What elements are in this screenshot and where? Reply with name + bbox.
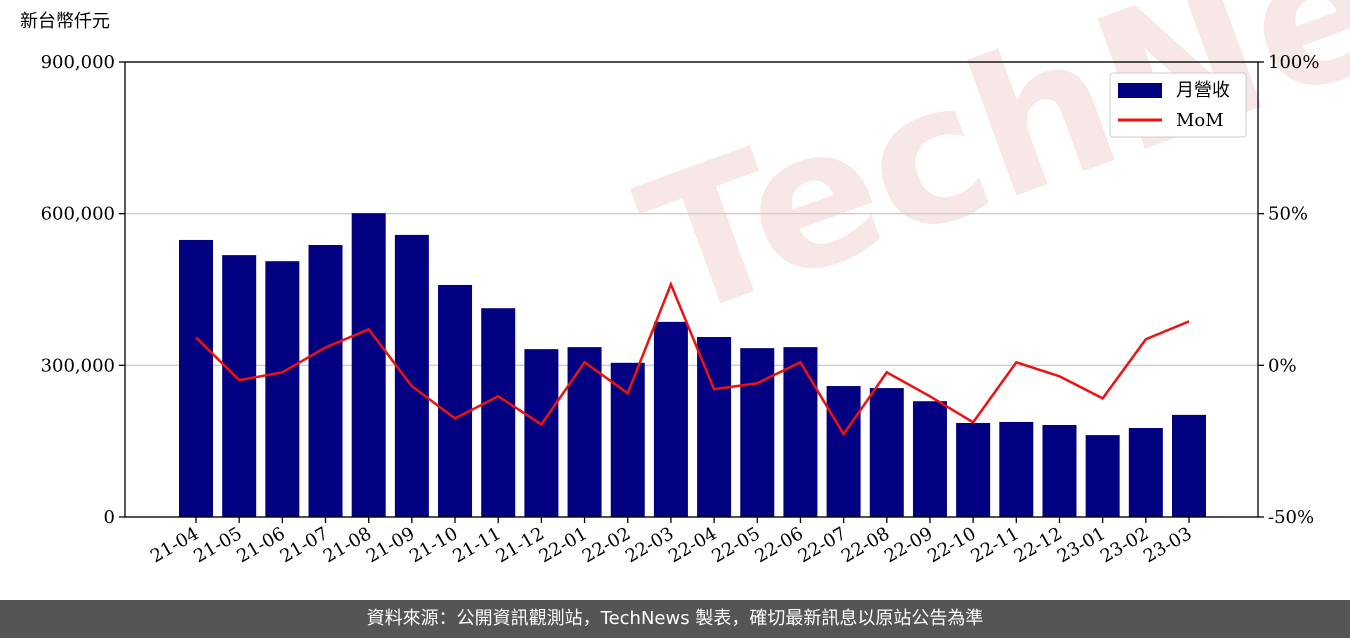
- bar: [1042, 424, 1077, 517]
- bar: [524, 349, 559, 517]
- x-tick-label: 22-02: [579, 523, 634, 567]
- y-tick-label: 600,000: [41, 204, 115, 225]
- x-tick-label: 22-05: [708, 523, 763, 567]
- bar: [999, 421, 1034, 517]
- bar: [740, 348, 775, 517]
- x-tick-label: 21-05: [190, 523, 245, 567]
- bar: [869, 388, 904, 517]
- y-tick-label: 900,000: [41, 52, 115, 73]
- x-tick-label: 21-12: [492, 523, 547, 567]
- footer: 資料來源：公開資訊觀測站，TechNews 製表，確切最新訊息以原站公告為準: [0, 600, 1350, 638]
- x-tick-label: 22-07: [795, 523, 850, 567]
- bar: [1085, 435, 1120, 517]
- bar: [610, 362, 645, 517]
- x-tick-label: 21-11: [449, 523, 504, 567]
- legend-label: 月營收: [1176, 80, 1230, 101]
- line: [195, 281, 1190, 437]
- bar: [956, 422, 991, 517]
- bar: [697, 337, 732, 517]
- x-tick-label: 22-03: [622, 523, 677, 567]
- x-tick-label: 22-08: [838, 523, 893, 567]
- x-tick-label: 22-01: [536, 523, 591, 567]
- x-tick-label: 22-04: [665, 523, 720, 567]
- x-tick-label: 23-03: [1140, 523, 1195, 567]
- bar: [1128, 428, 1163, 517]
- y2-tick-label: -50%: [1268, 507, 1314, 528]
- watermark: TechNews: [616, 0, 1350, 362]
- x-tick-label: 21-09: [363, 523, 418, 567]
- y2-tick-label: 50%: [1268, 204, 1308, 225]
- legend-swatch: [1118, 83, 1162, 98]
- legend-label: MoM: [1176, 110, 1224, 131]
- bar: [438, 284, 473, 517]
- x-tick-label: 22-09: [881, 523, 936, 567]
- y2-tick-label: 100%: [1268, 52, 1319, 73]
- x-tick-label: 21-08: [320, 523, 375, 567]
- bar: [567, 347, 602, 517]
- x-tick-label: 22-12: [1011, 523, 1066, 567]
- plot-frame: [124, 61, 1259, 518]
- bar: [308, 245, 343, 517]
- y2-tick-label: 0%: [1268, 355, 1297, 376]
- x-tick-label: 22-11: [967, 523, 1022, 567]
- x-tick-label: 21-07: [277, 523, 332, 567]
- x-tick-label: 22-06: [751, 523, 806, 567]
- x-tick-label: 21-06: [233, 523, 288, 567]
- bar: [351, 213, 386, 517]
- bar: [481, 308, 516, 517]
- bar: [1172, 414, 1206, 517]
- x-tick-label: 21-10: [406, 523, 461, 567]
- bar: [222, 255, 257, 517]
- x-tick-label: 22-10: [924, 523, 979, 567]
- bar: [265, 261, 300, 517]
- chart: TechNews 新台幣仟元 0 300,000 600,000 900,000 -50…: [20, 0, 1350, 567]
- bar: [179, 239, 213, 517]
- bar: [394, 234, 429, 517]
- bar: [912, 401, 947, 517]
- bar: [653, 321, 688, 517]
- x-tick-label: 23-01: [1054, 523, 1109, 567]
- y-axis-label: 新台幣仟元: [20, 11, 110, 32]
- x-tick-label: 23-02: [1097, 523, 1152, 567]
- y-tick-label: 0: [104, 507, 115, 528]
- x-tick-label: 21-04: [147, 523, 202, 567]
- bar: [826, 386, 861, 517]
- bar: [783, 347, 818, 517]
- y-tick-label: 300,000: [41, 355, 115, 376]
